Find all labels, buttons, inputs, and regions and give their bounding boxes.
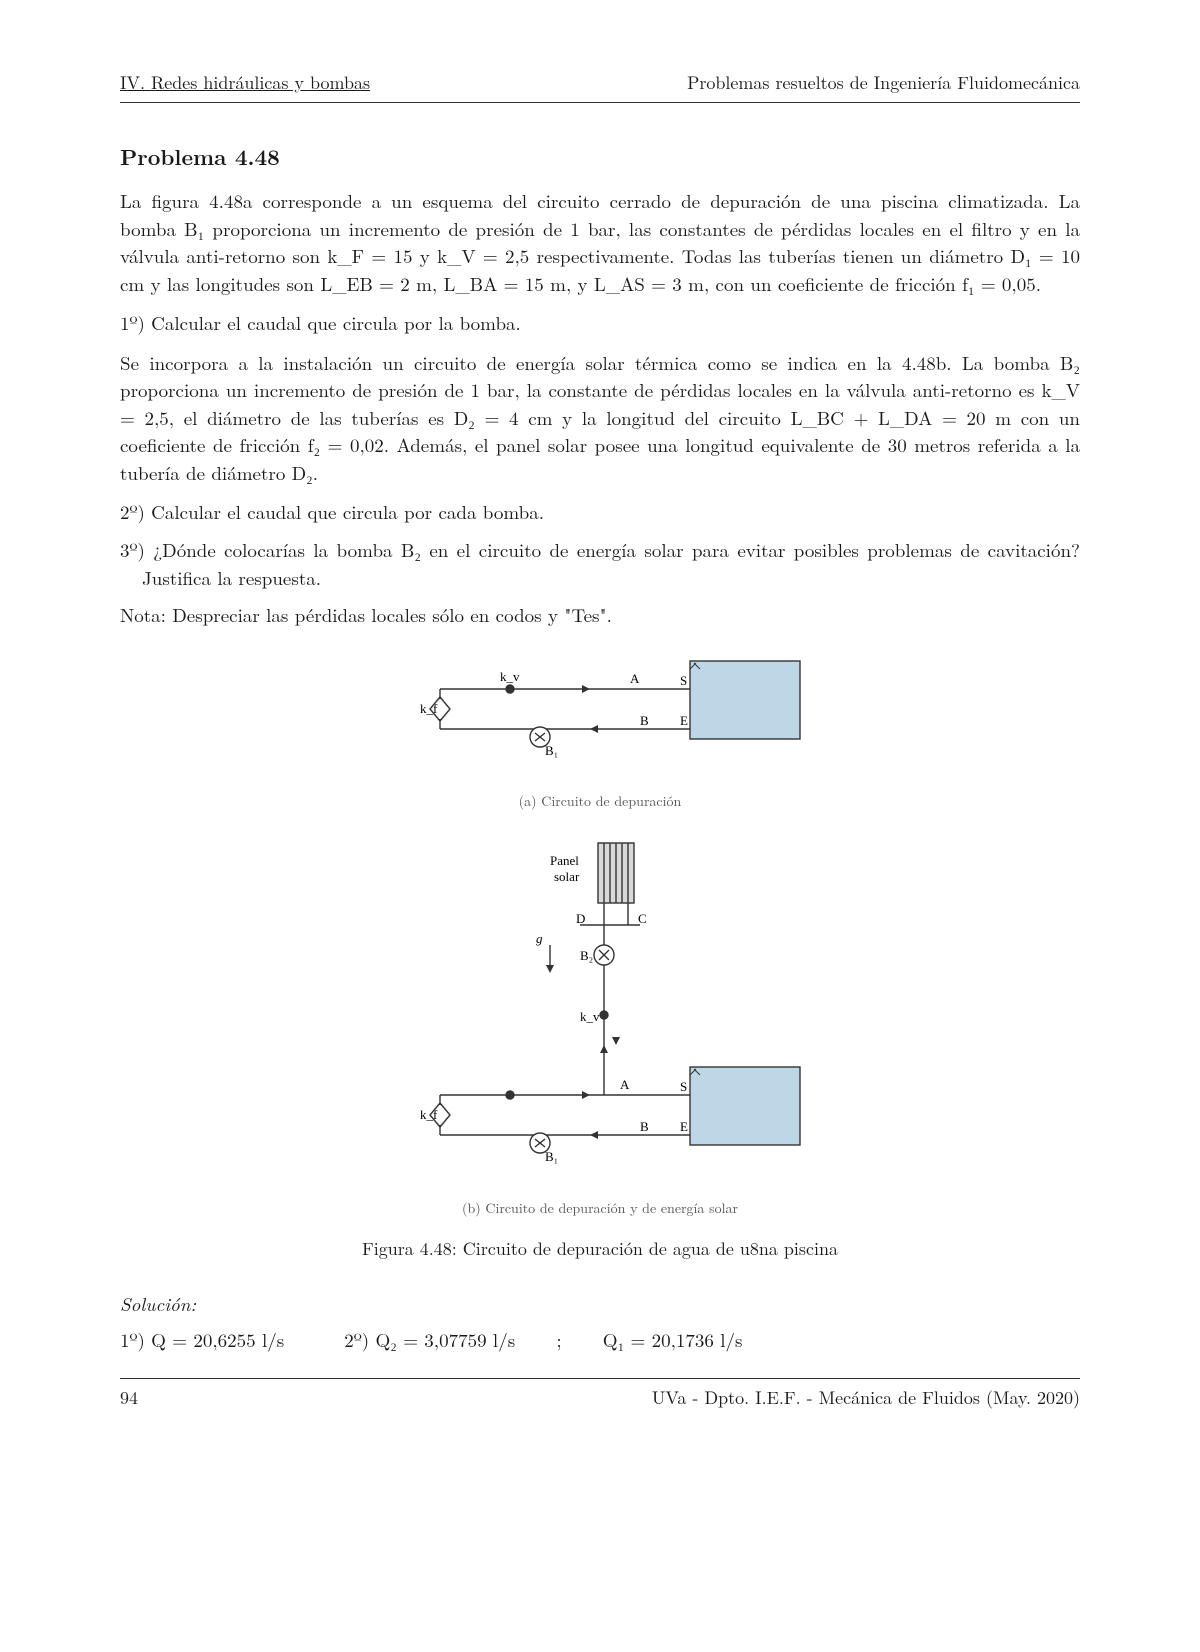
problem-note: Nota: Despreciar las pérdidas locales só…: [120, 601, 1080, 629]
page-number: 94: [120, 1385, 138, 1411]
label-E-a: E: [680, 713, 688, 728]
header-rule: [120, 102, 1080, 103]
figure-a-caption: (a) Circuito de depuración: [120, 791, 1080, 811]
figure-b: Panel solar D C B₂ k_v g k_f A S B E B₁ …: [120, 825, 1080, 1218]
figure-a: k_f k_v A S B E B₁ (a) Circuito de depur…: [120, 649, 1080, 812]
label-kv-a: k_v: [500, 669, 520, 684]
result-2b: Q₁ = 20,1736 l/s: [603, 1326, 743, 1353]
figure-main-caption: Figura 4.48: Circuito de depuración de a…: [120, 1236, 1080, 1262]
header-book: Problemas resueltos de Ingeniería Fluido…: [687, 70, 1080, 96]
label-D: D: [576, 911, 585, 926]
solution-label: Solución:: [120, 1290, 1080, 1318]
question-2: 2º) Calcular el caudal que circula por c…: [142, 498, 1080, 526]
problem-paragraph-1: La figura 4.48a corresponde a un esquema…: [120, 187, 1080, 297]
question-3: 3º) ¿Dónde colocarías la bomba B₂ en el …: [142, 536, 1080, 591]
problem-paragraph-2: Se incorpora a la instalación un circuit…: [120, 349, 1080, 487]
result-sep: ;: [556, 1326, 561, 1353]
label-S-a: S: [680, 673, 687, 688]
diagram-b-svg: Panel solar D C B₂ k_v g k_f A S B E B₁: [390, 825, 810, 1185]
page-footer: 94 UVa - Dpto. I.E.F. - Mecánica de Flui…: [120, 1385, 1080, 1411]
label-B1-a: B₁: [545, 743, 558, 758]
label-B-b: B: [640, 1119, 649, 1134]
label-B-a: B: [640, 713, 649, 728]
result-2a: 2º) Q₂ = 3,07759 l/s: [344, 1326, 515, 1353]
question-1: 1º) Calcular el caudal que circula por l…: [120, 309, 1080, 337]
header-section: IV. Redes hidráulicas y bombas: [120, 70, 370, 96]
footer-credit: UVa - Dpto. I.E.F. - Mecánica de Fluidos…: [652, 1385, 1080, 1411]
footer-rule: [120, 1378, 1080, 1379]
label-kf: k_f: [420, 701, 438, 716]
label-kv-b: k_v: [580, 1009, 600, 1024]
label-A-b: A: [620, 1077, 630, 1092]
label-kf-b: k_f: [420, 1107, 438, 1122]
label-solar: solar: [554, 869, 580, 884]
diagram-a-svg: k_f k_v A S B E B₁: [390, 649, 810, 779]
label-g: g: [536, 931, 543, 946]
label-B2: B₂: [580, 948, 593, 963]
result-1: 1º) Q = 20,6255 l/s: [120, 1326, 284, 1354]
solution-results: 1º) Q = 20,6255 l/s 2º) Q₂ = 3,07759 l/s…: [120, 1326, 1080, 1354]
label-S-b: S: [680, 1079, 687, 1094]
label-C: C: [638, 911, 647, 926]
page-header: IV. Redes hidráulicas y bombas Problemas…: [120, 70, 1080, 96]
label-E-b: E: [680, 1119, 688, 1134]
label-B1-b: B₁: [545, 1149, 558, 1164]
label-panel: Panel: [550, 853, 579, 868]
label-A-a: A: [630, 671, 640, 686]
problem-title: Problema 4.48: [120, 141, 1080, 173]
figure-b-caption: (b) Circuito de depuración y de energía …: [120, 1198, 1080, 1218]
